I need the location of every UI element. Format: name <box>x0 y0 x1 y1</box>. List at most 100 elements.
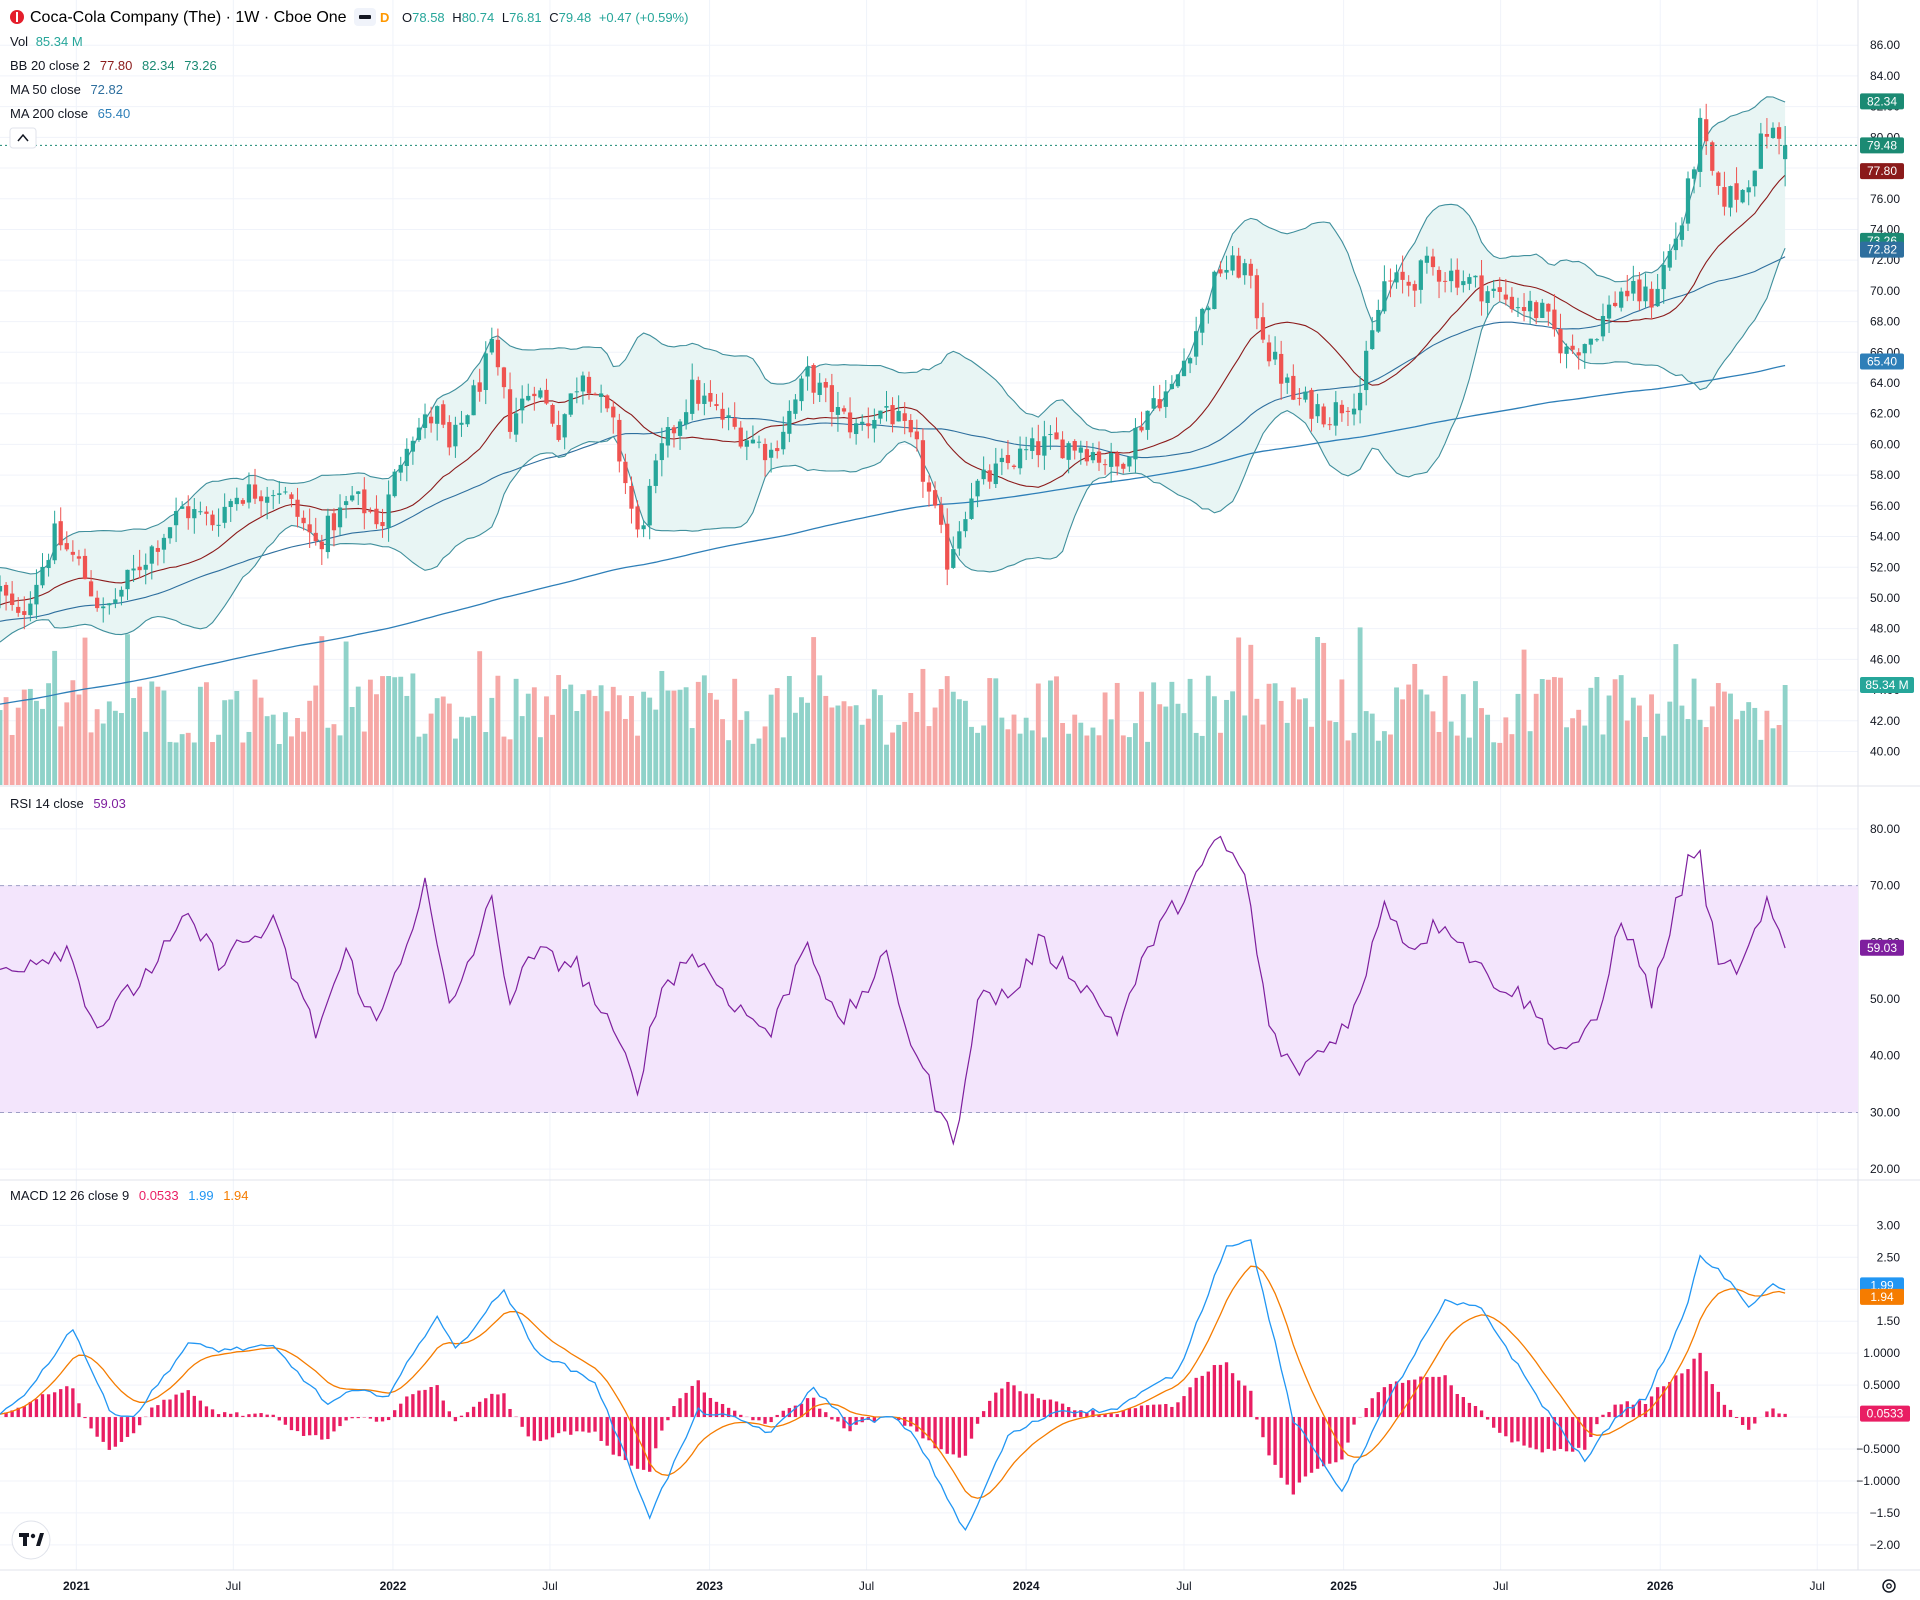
candle-body <box>343 501 349 506</box>
volume-bar <box>1527 731 1533 785</box>
volume-bar <box>1205 675 1211 785</box>
candle-body <box>1655 288 1660 307</box>
time-axis[interactable]: 2021 Jul 2022 Jul 2023 Jul 2024 Jul 2025 Jul 2026 J… <box>63 1579 1825 1593</box>
axis-tick-label: 56.00 <box>1870 499 1900 513</box>
macd-pane[interactable] <box>0 1239 1787 1531</box>
volume-bar <box>1139 691 1144 785</box>
candle-body <box>1254 275 1260 319</box>
volume-bar <box>1503 717 1509 785</box>
volume-bar <box>1375 740 1381 785</box>
candle-body <box>325 515 331 553</box>
rsi-value: 59.03 <box>93 796 126 811</box>
legend-vol[interactable]: Vol 85.34 M <box>10 34 83 49</box>
candle-body <box>878 410 883 419</box>
volume-bar <box>823 695 829 785</box>
candle-body <box>635 506 640 530</box>
candle-body <box>823 381 828 388</box>
candle-body <box>210 514 215 526</box>
candle-body <box>155 547 160 552</box>
candle-body <box>1442 280 1448 282</box>
candle-body <box>1266 342 1272 362</box>
volume-bar <box>1102 692 1108 785</box>
rsi-pane[interactable] <box>0 835 1858 1146</box>
candle-body <box>1412 284 1417 291</box>
axis-tick-label: 50.00 <box>1870 591 1900 605</box>
volume-bar <box>519 716 525 785</box>
ma50-value: 72.82 <box>90 82 123 97</box>
volume-bar <box>422 733 428 785</box>
candle-body <box>1503 294 1508 300</box>
volume-bar <box>653 709 659 785</box>
candle-body <box>277 493 282 495</box>
volume-bar <box>1181 713 1187 785</box>
time-tick-label: Jul <box>1493 1579 1508 1593</box>
volume-bar <box>1618 675 1624 785</box>
macd-signal-line <box>0 1265 1786 1499</box>
volume-bar <box>604 711 610 785</box>
candle-body <box>744 440 749 447</box>
volume-bar <box>1236 637 1242 785</box>
legend-macd[interactable]: MACD 12 26 close 9 0.0533 1.99 1.94 <box>10 1188 249 1203</box>
volume-bar <box>707 693 713 785</box>
rsi-tag: 59.03 <box>1860 939 1904 956</box>
symbol-title[interactable]: Coca-Cola Company (The) · 1W · Cboe One <box>30 9 347 26</box>
volume-bar <box>902 721 908 785</box>
volume-bar <box>398 676 404 785</box>
gear-icon[interactable] <box>1882 1579 1896 1593</box>
delayed-badge[interactable]: D <box>380 10 389 25</box>
candle-body <box>945 523 950 570</box>
collapse-legend-button[interactable] <box>9 127 37 149</box>
candle-body <box>623 461 628 484</box>
axis-tick-label: 40.00 <box>1870 745 1900 759</box>
volume-bar <box>1624 720 1630 785</box>
tradingview-logo-icon[interactable] <box>11 1520 51 1560</box>
candle-body <box>1279 353 1284 384</box>
candle-body <box>167 527 173 539</box>
volume-bar <box>1169 681 1175 785</box>
candle-body <box>392 471 397 497</box>
volume-bar <box>1612 679 1618 785</box>
volume-bar <box>659 670 665 785</box>
volume-bar <box>1667 701 1673 785</box>
volume-bar <box>689 728 695 785</box>
candle-body <box>1783 145 1788 160</box>
legend-ma200[interactable]: MA 200 close 65.40 <box>10 106 130 121</box>
price-pane[interactable] <box>0 96 1858 785</box>
volume-bar <box>1351 732 1357 785</box>
legend-ma50[interactable]: MA 50 close 72.82 <box>10 82 123 97</box>
candle-body <box>975 480 980 497</box>
volume-bar <box>1776 725 1782 785</box>
hide-button[interactable] <box>354 8 376 26</box>
volume-bar <box>1278 700 1284 785</box>
candle-body <box>507 389 513 432</box>
legend-rsi[interactable]: RSI 14 close 59.03 <box>10 796 126 811</box>
volume-bar <box>1242 715 1248 785</box>
candle-body <box>1364 350 1369 391</box>
candle-body <box>1485 291 1490 303</box>
candle-body <box>28 603 33 616</box>
volume-bar <box>1163 706 1169 785</box>
candle-body <box>1084 449 1089 462</box>
volume-bar <box>562 689 568 785</box>
candle-body <box>963 519 968 532</box>
axis-tick-label: 52.00 <box>1870 560 1900 574</box>
candle-body <box>222 506 227 523</box>
candle-body <box>82 555 88 580</box>
volume-bar <box>440 696 446 785</box>
candle-body <box>271 495 276 497</box>
volume-bar <box>762 726 768 785</box>
candle-body <box>1017 448 1023 469</box>
macd-value: 1.99 <box>188 1188 213 1203</box>
symbol-logo-icon[interactable] <box>10 10 24 24</box>
candle-body <box>1109 453 1114 467</box>
legend-bb[interactable]: BB 20 close 2 77.80 82.34 73.26 <box>10 58 217 73</box>
candle-body <box>380 522 385 527</box>
volume-bar <box>1254 698 1260 785</box>
volume-bar <box>750 743 756 785</box>
volume-bar <box>1539 679 1545 785</box>
volume-bar <box>1703 727 1709 785</box>
price-axis[interactable]: 86.0084.0082.0080.0078.0076.0074.0072.00… <box>1870 38 1900 758</box>
macd-axis[interactable]: 3.002.502.001.501.00000.50000−0.5000−1.0… <box>1856 1218 1900 1551</box>
